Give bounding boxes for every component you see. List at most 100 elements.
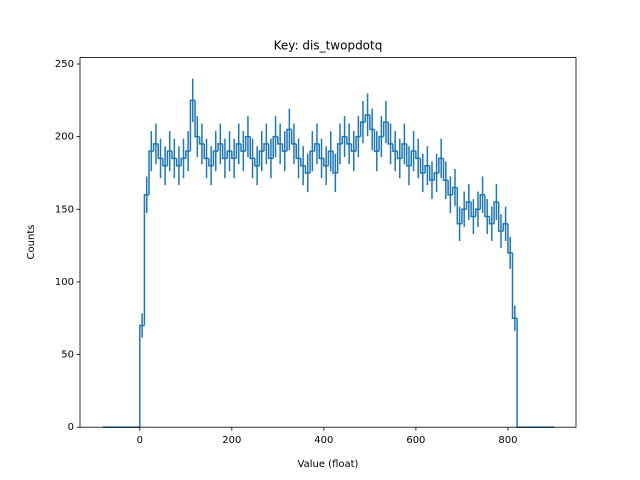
x-axis-label: Value (float): [298, 459, 359, 470]
histogram-step: [143, 193, 150, 326]
x-tick-label: 800: [498, 435, 517, 446]
histogram-step: [359, 121, 366, 137]
y-tick-label: 200: [55, 132, 74, 143]
histogram-step: [139, 324, 145, 428]
histogram-step: [212, 150, 219, 166]
histogram-step: [217, 143, 223, 152]
x-tick-label: 200: [222, 435, 241, 446]
histogram-step: [355, 135, 361, 152]
histogram-step: [364, 114, 370, 123]
histogram-step: [162, 158, 168, 167]
histogram-step: [272, 135, 278, 159]
y-tick-label: 150: [55, 204, 74, 215]
histogram-step: [189, 99, 196, 152]
histogram-step: [419, 158, 426, 174]
histogram-step: [286, 128, 292, 152]
histogram-step: [235, 143, 242, 159]
histogram-step: [313, 143, 320, 152]
histogram-step: [203, 143, 209, 160]
histogram-step: [341, 135, 347, 144]
histogram-step: [323, 158, 329, 167]
histogram-step: [497, 202, 504, 232]
y-tick-label: 0: [68, 422, 74, 433]
histogram-step: [428, 165, 435, 181]
histogram-step: [304, 165, 311, 174]
x-tick-label: 0: [137, 435, 143, 446]
histogram-step: [318, 143, 324, 160]
histogram-step: [461, 208, 467, 224]
histogram-step: [166, 150, 173, 166]
histogram-step: [231, 151, 237, 160]
y-tick-label: 100: [55, 277, 74, 288]
histogram-step: [336, 143, 343, 173]
histogram-step: [240, 143, 246, 152]
histogram-step: [415, 151, 421, 160]
histogram-step: [433, 172, 439, 181]
histogram-step: [511, 252, 518, 319]
histogram-step: [267, 143, 274, 160]
histogram-step: [254, 158, 260, 167]
histogram-step: [152, 143, 159, 152]
histogram-step: [185, 150, 191, 159]
histogram-step: [175, 158, 182, 167]
histogram-step: [157, 143, 163, 160]
plot-frame: [79, 57, 577, 428]
histogram-step: [373, 129, 380, 152]
histogram-step: [300, 158, 306, 167]
histogram-step: [171, 151, 177, 160]
histogram-step: [332, 151, 338, 174]
histogram-step: [451, 186, 458, 195]
y-tick-label: 50: [61, 350, 74, 361]
histogram-step: [378, 135, 384, 152]
histogram-step: [465, 201, 472, 210]
histogram-step: [470, 202, 476, 218]
histogram-step: [327, 150, 334, 166]
histogram-step: [350, 143, 357, 152]
histogram-step: [447, 180, 453, 196]
histogram-step: [244, 135, 251, 152]
histogram-step: [221, 143, 228, 160]
histogram-step: [281, 143, 288, 152]
histogram-step: [277, 136, 283, 145]
histogram-step: [295, 143, 301, 160]
histogram-step: [309, 150, 315, 173]
histogram-step: [507, 223, 513, 254]
histogram-step: [290, 129, 297, 145]
histogram-step: [194, 100, 200, 138]
histogram-step: [249, 136, 255, 160]
histogram-step: [198, 136, 205, 145]
histogram-step: [401, 143, 407, 159]
histogram-step: [488, 216, 495, 225]
histogram-step: [479, 193, 485, 210]
histogram-step: [263, 143, 269, 152]
histogram-step: [387, 122, 393, 145]
histogram-step: [502, 223, 508, 232]
histogram-step: [148, 150, 154, 195]
x-tick-label: 400: [314, 435, 333, 446]
histogram-step: [438, 157, 444, 173]
histogram-step: [484, 194, 490, 218]
histogram-step: [258, 150, 265, 166]
histogram-step: [442, 158, 449, 181]
y-tick-label: 250: [55, 59, 74, 70]
y-axis-label: Counts: [26, 225, 37, 260]
histogram-step: [226, 150, 232, 159]
histogram-step: [456, 187, 462, 225]
histogram-step: [396, 151, 403, 160]
histogram-step: [474, 208, 481, 217]
histogram-step: [208, 158, 214, 167]
histogram-step: [369, 114, 375, 131]
histogram-step: [410, 150, 416, 166]
histogram-step: [424, 164, 430, 173]
histogram-step: [346, 136, 352, 145]
histogram-step: [180, 157, 186, 166]
histogram-step: [382, 121, 389, 137]
histogram-step: [405, 143, 412, 167]
histogram-step: [392, 143, 398, 152]
x-tick-label: 600: [406, 435, 425, 446]
chart-title: Key: dis_twopdotq: [274, 39, 383, 53]
histogram-step: [493, 201, 499, 224]
